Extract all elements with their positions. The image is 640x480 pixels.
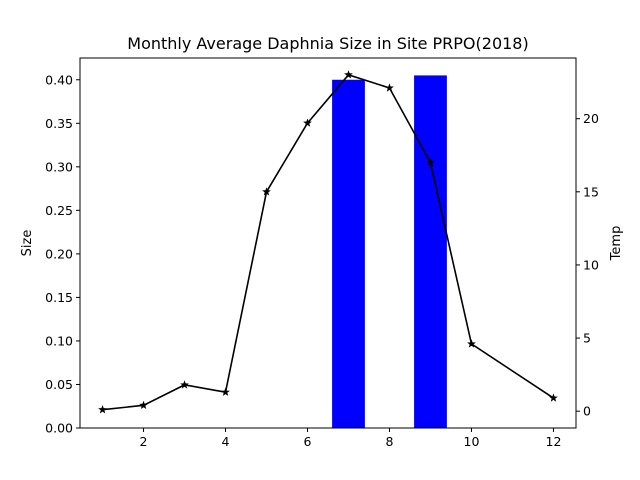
y-right-tick-label-5: 5 — [583, 331, 591, 346]
x-tick-label-12: 12 — [546, 434, 562, 449]
temp-point-12 — [549, 393, 558, 402]
y-left-tick-label-0.30: 0.30 — [45, 159, 73, 174]
y-left-tick-label-0.10: 0.10 — [45, 333, 73, 348]
y-right-tick-label-10: 10 — [583, 257, 599, 272]
temp-point-1 — [98, 405, 107, 414]
temp-point-4 — [221, 387, 230, 396]
temp-point-7 — [344, 70, 353, 79]
axes: 2 4 6 8 10 12 0.00 0.05 0.10 0.15 0.20 0.25 0.30 0.35… — [45, 72, 599, 449]
y-left-tick-label-0.00: 0.00 — [45, 421, 73, 436]
temp-line — [102, 73, 554, 411]
bar-9 — [414, 75, 447, 428]
y-left-tick-label-0.15: 0.15 — [45, 290, 73, 305]
plot-area — [98, 70, 558, 428]
temp-point-10 — [467, 339, 476, 348]
y-left-tick-label-0.40: 0.40 — [45, 72, 73, 87]
y-left-tick-label-0.25: 0.25 — [45, 203, 73, 218]
temp-point-6 — [303, 118, 312, 127]
temp-point-3 — [180, 380, 189, 389]
y-right-tick-label-15: 15 — [583, 184, 599, 199]
y-axis-label-right: Temp — [609, 226, 624, 262]
x-tick-label-6: 6 — [304, 434, 312, 449]
y-right-tick-label-0: 0 — [583, 404, 591, 419]
x-tick-label-8: 8 — [386, 434, 394, 449]
temp-point-9 — [426, 157, 435, 167]
y-axis-label-left: Size — [20, 230, 35, 257]
x-tick-label-2: 2 — [140, 434, 148, 449]
x-tick-label-10: 10 — [464, 434, 480, 449]
y-right-tick-label-20: 20 — [583, 111, 599, 126]
bar-7 — [332, 79, 365, 428]
plot-frame — [79, 57, 577, 429]
y-left-tick-label-0.20: 0.20 — [45, 246, 73, 261]
x-tick-label-4: 4 — [222, 434, 230, 449]
y-left-tick-label-0.35: 0.35 — [45, 116, 73, 131]
temp-point-8 — [385, 83, 394, 92]
chart-title: Monthly Average Daphnia Size in Site PRP… — [127, 34, 528, 53]
y-left-tick-label-0.05: 0.05 — [45, 377, 73, 392]
temp-point-5 — [262, 187, 271, 196]
temp-point-2 — [139, 400, 148, 410]
